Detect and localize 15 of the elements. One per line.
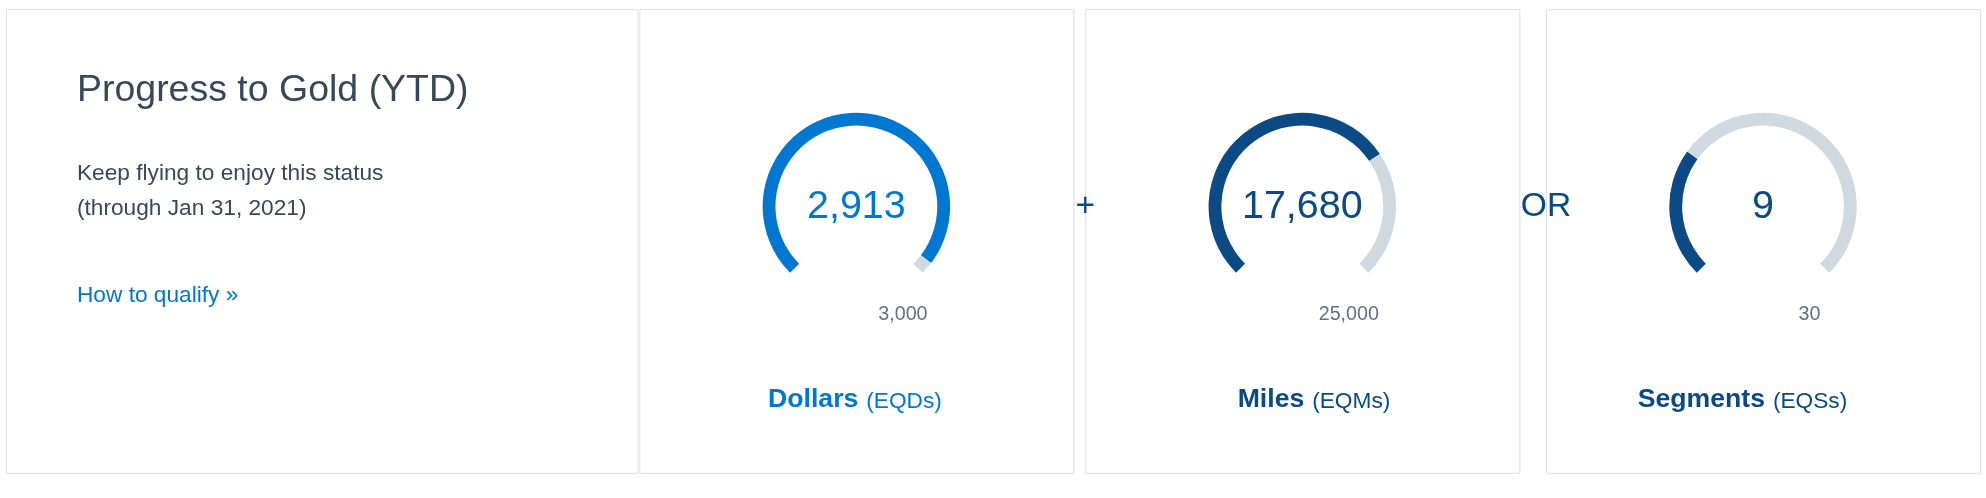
text: 17,680 (1241, 182, 1363, 227)
text: 25,000 (1318, 302, 1380, 325)
text: 30 (1798, 302, 1821, 325)
text: Segments (EQSs) (1637, 382, 1848, 413)
text: Progress to Gold (YTD) (76, 66, 469, 109)
text: Keep flying to enjoy this status (76, 158, 384, 185)
text: Dollars (EQDs) (768, 382, 942, 413)
text: Miles (EQMs) (1237, 382, 1391, 413)
text: OR (1520, 186, 1572, 224)
text: (through Jan 31, 2021) (76, 194, 307, 221)
text: How to qualify » (76, 281, 239, 308)
text: 3,000 (878, 302, 928, 325)
text: 2,913 (806, 182, 906, 227)
text: 9 (1752, 182, 1775, 227)
text: + (1075, 186, 1096, 224)
